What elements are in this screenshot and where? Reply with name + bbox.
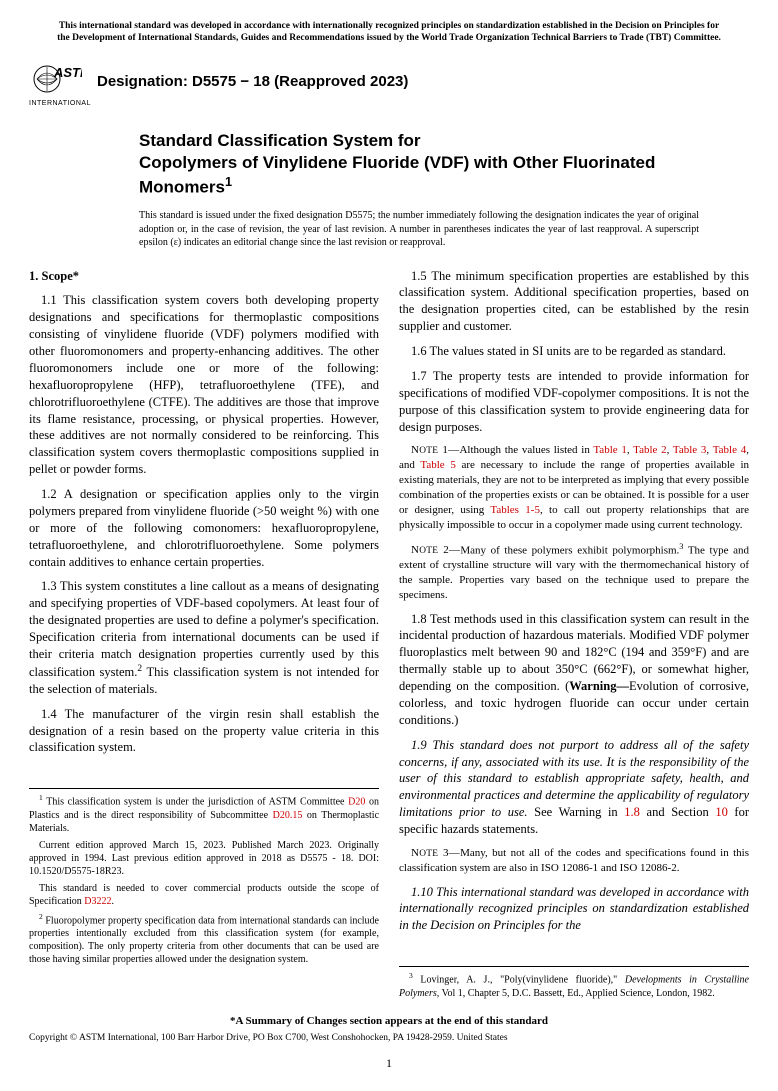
- link-d2015[interactable]: D20.15: [273, 810, 303, 821]
- para-1-9: 1.9 This standard does not purport to ad…: [399, 737, 749, 838]
- logo-text: INTERNATIONAL: [29, 99, 85, 108]
- para-1-5: 1.5 The minimum specification properties…: [399, 268, 749, 336]
- para-1-2: 1.2 A designation or specification appli…: [29, 486, 379, 570]
- footer-changes-line: *A Summary of Changes section appears at…: [29, 1014, 749, 1029]
- page-number: 1: [29, 1055, 749, 1071]
- note-2: NOTE 2—Many of these polymers exhibit po…: [399, 541, 749, 603]
- footnotes-left: 1 This classification system is under th…: [29, 788, 379, 966]
- para-1-7: 1.7 The property tests are intended to p…: [399, 368, 749, 436]
- link-sec10[interactable]: 10: [715, 805, 728, 819]
- issue-note: This standard is issued under the fixed …: [139, 209, 699, 250]
- link-table4[interactable]: Table 4: [713, 444, 747, 456]
- link-table1[interactable]: Table 1: [593, 444, 627, 456]
- para-1-6: 1.6 The values stated in SI units are to…: [399, 343, 749, 360]
- link-d3222[interactable]: D3222: [84, 896, 111, 907]
- link-d20[interactable]: D20: [348, 797, 365, 808]
- para-1-3: 1.3 This system constitutes a line callo…: [29, 578, 379, 697]
- footnote-1: 1 This classification system is under th…: [29, 793, 379, 834]
- top-notice: This international standard was develope…: [54, 20, 724, 45]
- link-table3[interactable]: Table 3: [673, 444, 707, 456]
- header: ASTM INTERNATIONAL Designation: D5575 − …: [29, 57, 749, 108]
- note-3: NOTE 3—Many, but not all of the codes an…: [399, 846, 749, 876]
- para-1-4: 1.4 The manufacturer of the virgin resin…: [29, 706, 379, 757]
- scope-heading: 1. Scope*: [29, 268, 379, 285]
- link-table5[interactable]: Table 5: [420, 459, 455, 471]
- note-1: NOTE 1—Although the values listed in Tab…: [399, 443, 749, 532]
- body-columns: 1. Scope* 1.1 This classification system…: [29, 268, 749, 1000]
- standard-title: Standard Classification System for Copol…: [139, 130, 699, 199]
- footnotes-right: 3 Lovinger, A. J., "Poly(vinylidene fluo…: [399, 966, 749, 999]
- para-1-1: 1.1 This classification system covers bo…: [29, 292, 379, 478]
- link-1-8[interactable]: 1.8: [624, 805, 640, 819]
- footnote-3: 3 Lovinger, A. J., "Poly(vinylidene fluo…: [399, 971, 749, 999]
- copyright: Copyright © ASTM International, 100 Barr…: [29, 1032, 749, 1045]
- designation: Designation: D5575 − 18 (Reapproved 2023…: [97, 72, 408, 92]
- astm-logo-icon: ASTM: [32, 57, 82, 97]
- footnote-2: 2 Fluoropolymer property specification d…: [29, 912, 379, 966]
- link-table2[interactable]: Table 2: [633, 444, 667, 456]
- footnote-1c: This standard is needed to cover commerc…: [29, 882, 379, 908]
- astm-logo: ASTM INTERNATIONAL: [29, 57, 85, 108]
- para-1-8: 1.8 Test methods used in this classifica…: [399, 611, 749, 729]
- link-tables15[interactable]: Tables 1-5: [490, 504, 540, 516]
- svg-text:ASTM: ASTM: [53, 65, 82, 80]
- para-1-10: 1.10 This international standard was dev…: [399, 884, 749, 935]
- title-block: Standard Classification System for Copol…: [139, 130, 699, 249]
- footnote-1b: Current edition approved March 15, 2023.…: [29, 839, 379, 878]
